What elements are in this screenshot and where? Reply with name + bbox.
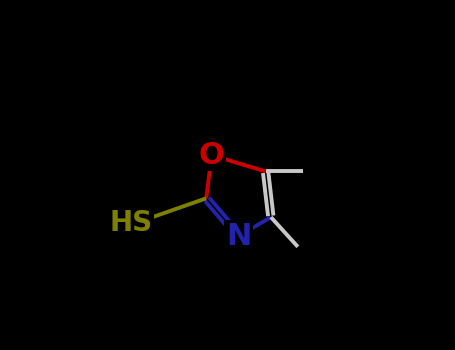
Text: N: N [226,222,251,251]
Text: O: O [199,141,225,170]
Text: HS: HS [109,209,152,237]
